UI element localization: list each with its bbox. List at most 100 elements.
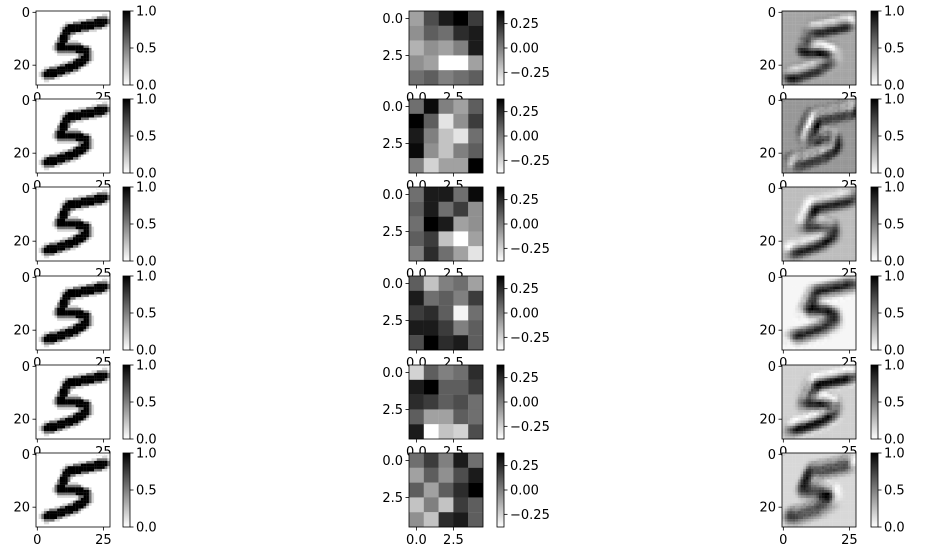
heatmap-cell [99,79,103,83]
heatmap-cell [837,106,841,110]
heatmap-cell [805,69,809,72]
heatmap-cell [813,221,817,225]
heatmap-cell [813,224,817,227]
heatmap-cell [86,101,89,105]
heatmap-cell [829,122,833,126]
heatmap-cell [845,106,849,110]
heatmap-cell [70,13,74,17]
heatmap-cell [845,42,849,46]
heatmap-cell [46,154,50,158]
heatmap-cell [36,154,39,158]
heatmap-cell [826,82,830,86]
heatmap-cell [67,237,71,240]
heatmap-cell [59,237,63,240]
heatmap-cell [787,117,791,121]
heatmap-cell [842,50,846,54]
heatmap-cell [57,77,60,80]
heatmap-cell [104,167,108,171]
heatmap-cell [36,71,39,75]
heatmap-cell [78,278,82,282]
heatmap-cell [54,21,58,25]
heatmap-cell [51,69,55,72]
heatmap-cell [840,21,843,25]
heatmap-cell [803,77,806,80]
heatmap-cell [821,61,825,64]
heatmap-cell [99,159,103,163]
heatmap-cell [829,128,833,131]
heatmap-cell [795,66,798,70]
heatmap-cell [824,224,828,227]
heatmap-cell [54,42,58,46]
heatmap-cell [816,151,820,155]
heatmap-cell [789,24,793,27]
heatmap-cell [62,253,66,256]
heatmap-cell [49,281,52,285]
heatmap-cell [853,141,857,145]
heatmap-cell [805,48,809,51]
heatmap-cell [842,194,846,198]
heatmap-cell [824,77,828,80]
heatmap-cell [62,16,66,20]
heatmap-cell [65,224,68,227]
heatmap-cell [83,213,87,217]
heatmap-cell [91,189,95,193]
heatmap-cell [787,106,791,110]
heatmap-cell [797,218,801,222]
heatmap-cell [36,21,39,25]
heatmap-cell [813,194,817,198]
heatmap-cell [49,53,52,57]
heatmap-cell [795,170,798,174]
heatmap-cell [837,197,841,201]
heatmap-cell [65,16,68,20]
heatmap-cell [811,210,814,214]
heatmap-cell [816,114,820,118]
heatmap-cell [811,58,814,62]
heatmap-cell [824,45,828,49]
heatmap-cell [51,210,55,214]
heatmap-cell [468,11,484,26]
heatmap-cell [811,104,814,108]
heatmap-cell [107,205,111,209]
heatmap-cell [811,79,814,83]
heatmap-cell [59,229,63,233]
heatmap-cell [811,16,814,20]
heatmap-cell [789,234,793,238]
heatmap-cell [850,133,854,137]
heatmap-cell [91,117,95,121]
heatmap-cell [845,63,849,67]
heatmap-cell [795,213,798,217]
heatmap-cell [826,231,830,235]
heatmap-cell [819,55,822,59]
heatmap-cell [787,253,791,256]
heatmap-cell [91,194,95,198]
heatmap-cell [73,205,76,209]
heatmap-cell [824,242,828,246]
heatmap-cell [819,226,822,230]
heatmap-cell [67,128,71,131]
heatmap-cell [83,276,87,279]
heatmap-cell [46,101,50,105]
heatmap-cell [80,197,84,201]
heatmap-cell [787,151,791,155]
heatmap-cell [800,61,804,64]
heatmap-cell [797,40,801,43]
heatmap-cell [78,50,82,54]
heatmap-cell [834,197,838,201]
heatmap-cell [107,125,111,129]
heatmap-cell [51,245,55,248]
heatmap-cell [853,226,857,230]
heatmap-cell [91,276,95,279]
heatmap-cell [43,104,47,108]
heatmap-cell [819,253,822,256]
heatmap-cell [62,138,66,142]
heatmap-cell [59,224,63,227]
heatmap-cell [104,37,108,41]
heatmap-cell [83,122,87,126]
heatmap-cell [41,218,45,222]
heatmap-cell [821,239,825,243]
heatmap-cell [409,55,424,71]
heatmap-cell [795,69,798,72]
heatmap-cell [67,66,71,70]
heatmap-cell [80,187,84,190]
heatmap-cell [832,74,835,78]
